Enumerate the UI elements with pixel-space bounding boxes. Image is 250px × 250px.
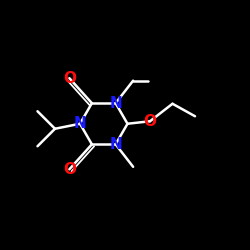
- Text: N: N: [109, 137, 122, 152]
- Text: N: N: [109, 96, 122, 111]
- Text: N: N: [74, 116, 86, 131]
- Text: O: O: [63, 162, 76, 177]
- Text: O: O: [144, 114, 156, 129]
- Text: O: O: [63, 71, 76, 86]
